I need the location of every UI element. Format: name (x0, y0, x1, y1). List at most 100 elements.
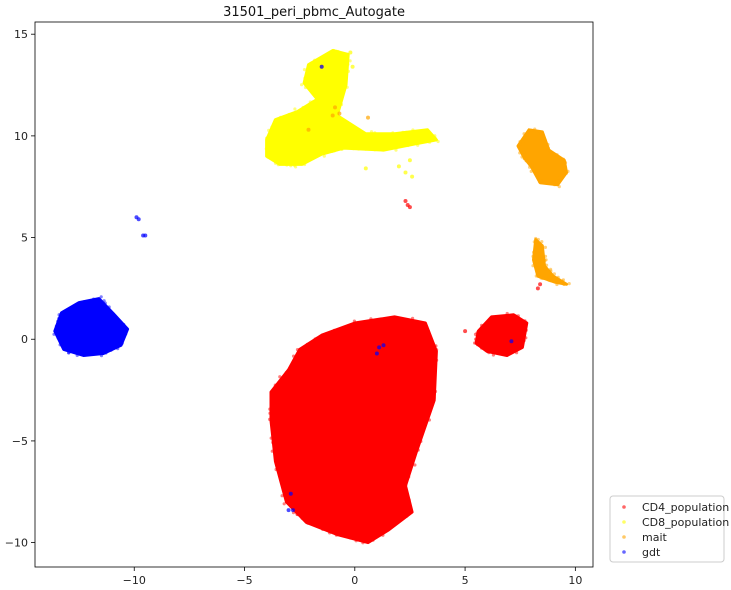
CD8_population-point (388, 145, 392, 149)
CD8_population-point (303, 76, 307, 80)
mait-point (531, 254, 535, 258)
CD8_population-point (373, 148, 377, 152)
CD4_population-point (276, 460, 280, 464)
CD4_population-point (523, 319, 527, 323)
mait-point (543, 245, 548, 249)
legend-label-mait: mait (642, 531, 668, 544)
CD4_population-point (280, 494, 284, 498)
CD8_population-point (308, 86, 313, 90)
CD8_population-point (322, 154, 326, 158)
CD4_population-point (523, 323, 527, 328)
gdt-point (111, 346, 115, 350)
CD4_population-point (352, 319, 356, 323)
CD4_population-point (334, 533, 338, 537)
CD8_population-point (292, 163, 296, 167)
CD4_population-point (268, 417, 272, 421)
CD4_population-point (490, 316, 494, 320)
mait-point (528, 162, 532, 167)
CD4_population-point (367, 538, 371, 543)
CD8_population-point (318, 96, 322, 100)
CD8_population-point (346, 69, 350, 73)
CD4_population-point (487, 351, 491, 355)
CD8_population-point (401, 130, 405, 134)
CD8_population-point (407, 158, 412, 163)
CD8_population-point (330, 149, 334, 153)
mait-point (518, 151, 522, 155)
CD4_population-point (282, 502, 286, 506)
mait-point (562, 174, 566, 178)
mait-point (546, 146, 551, 150)
CD8_population-point (302, 106, 306, 110)
CD8_population-point (303, 85, 308, 90)
mait-point (543, 258, 547, 263)
gdt-point (122, 322, 126, 327)
mait-point (544, 180, 548, 184)
CD4_population-point (505, 311, 509, 316)
CD8_population-point (436, 139, 440, 144)
CD4_population-point (284, 371, 288, 375)
CD8_population-point (340, 93, 344, 97)
gdt-point (55, 328, 59, 332)
gdt-point (99, 354, 104, 358)
CD4_population-point (409, 508, 413, 513)
CD8_population-point (394, 148, 398, 152)
CD4_population-point (295, 348, 300, 352)
CD4_population-point (270, 449, 274, 453)
CD8_population-point (366, 134, 370, 138)
CD4_population-point (300, 516, 304, 520)
CD4_population-point (321, 527, 325, 532)
mait-point (337, 111, 342, 116)
CD8_population-point (289, 164, 293, 168)
CD4_population-point (416, 448, 420, 452)
mait-point (528, 165, 532, 169)
chart-title: 31501_peri_pbmc_Autogate (223, 5, 405, 20)
CD8_population-point (310, 91, 314, 95)
CD4_population-point (268, 411, 272, 415)
mait-point (557, 176, 561, 180)
CD4_population-point (522, 338, 526, 343)
CD8_population-point (425, 128, 429, 132)
CD4_population-point (404, 495, 408, 500)
CD4_population-point (378, 319, 382, 323)
mait-point (532, 240, 536, 244)
CD4_population-point (394, 315, 398, 319)
y-tick-label: 15 (14, 28, 28, 41)
CD8_population-point (384, 134, 388, 138)
CD4_population-point (518, 346, 522, 350)
mait-point (563, 167, 567, 171)
CD8_population-point (287, 112, 291, 117)
mait-point (306, 127, 311, 132)
mait-point (534, 172, 538, 176)
CD4_population-point (270, 391, 274, 395)
CD8_population-point (266, 153, 270, 157)
mait-point (530, 163, 534, 168)
CD4_population-point (516, 314, 520, 318)
gdt-point (107, 305, 111, 309)
CD4_population-point (403, 199, 408, 203)
CD4_population-point (288, 369, 292, 373)
CD8_population-point (303, 162, 307, 167)
CD8_population-point (350, 64, 355, 69)
CD4_population-point (404, 483, 408, 487)
gdt-point (104, 351, 108, 355)
CD8_population-point (327, 52, 332, 56)
CD8_population-point (364, 147, 368, 151)
mait-point (333, 105, 337, 110)
CD8_population-point (420, 138, 424, 142)
mait-point (330, 113, 335, 118)
CD8_population-point (311, 156, 315, 160)
gdt-point (319, 64, 324, 69)
mait-point (551, 181, 555, 185)
gdt-point (509, 339, 514, 344)
gdt-point (83, 301, 88, 305)
mait-point (546, 142, 550, 147)
CD8_population-point (416, 130, 420, 134)
mait-point (548, 273, 552, 277)
CD4_population-point (435, 348, 439, 352)
CD4_population-point (473, 332, 478, 336)
CD4_population-point (400, 317, 404, 321)
CD8_population-point (396, 164, 401, 169)
CD8_population-point (345, 122, 349, 126)
CD4_population-point (319, 524, 323, 528)
